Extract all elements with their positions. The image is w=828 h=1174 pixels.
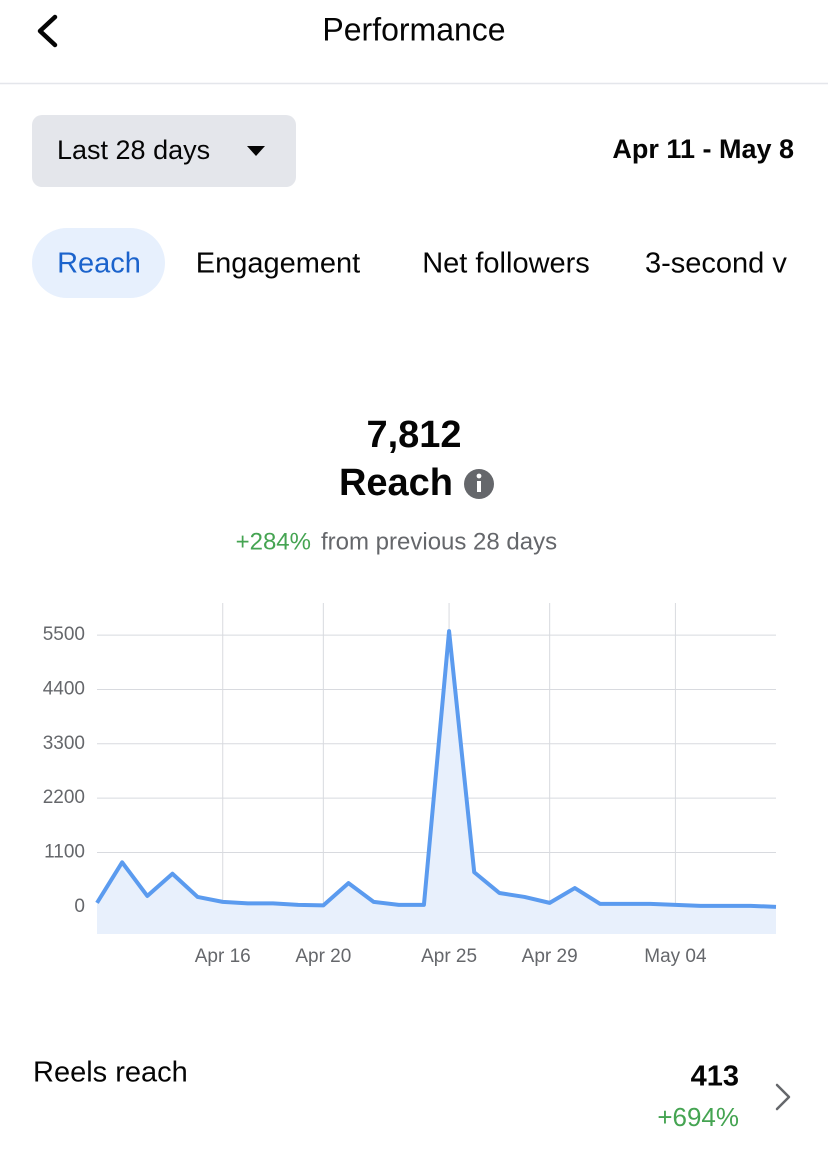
y-tick-label: 4400 xyxy=(43,678,85,699)
dropdown-label: Last 28 days xyxy=(57,135,210,165)
page-title: Performance xyxy=(322,11,505,47)
summary-change: +284% xyxy=(236,528,311,555)
tab[interactable]: Net followers xyxy=(422,248,590,280)
x-tick-label: Apr 29 xyxy=(522,946,578,967)
x-tick-label: Apr 16 xyxy=(195,946,251,967)
metric-change: +694% xyxy=(657,1102,739,1132)
summary-change-note: from previous 28 days xyxy=(321,528,557,555)
summary-value: 7,812 xyxy=(366,414,461,456)
line xyxy=(95,629,777,909)
x-tick-label: Apr 25 xyxy=(421,946,477,967)
chart: 0 1100 2200 3300 4400 5500 Apr 16 Apr 20 Apr 25 A… xyxy=(43,603,777,967)
y-tick-label: 5500 xyxy=(43,624,85,645)
summary-label: Reach xyxy=(339,462,453,504)
period-dropdown[interactable]: Last 28 days xyxy=(32,115,296,187)
metric-label: Reels reach xyxy=(33,1057,188,1089)
info-stem xyxy=(477,481,481,492)
y-tick-label: 0 xyxy=(74,896,85,917)
tab[interactable]: 3-second v xyxy=(645,248,787,280)
active-tab-bg xyxy=(32,228,165,298)
tab[interactable]: Engagement xyxy=(196,248,360,280)
info-icon[interactable] xyxy=(464,469,494,499)
dropdown-caret xyxy=(247,146,265,156)
date-range: Apr 11 - May 8 xyxy=(612,134,794,164)
x-tick-label: May 04 xyxy=(644,946,707,967)
y-tick-label: 1100 xyxy=(44,842,85,863)
metric-value: 413 xyxy=(691,1061,739,1093)
y-tick-label: 3300 xyxy=(43,733,85,754)
info-dot xyxy=(476,473,482,479)
back-button[interactable] xyxy=(37,14,58,48)
tab[interactable]: Reach xyxy=(57,248,141,280)
x-tick-label: Apr 20 xyxy=(295,946,351,967)
dropdown-bg xyxy=(32,115,296,187)
metric-chevron[interactable] xyxy=(775,1083,791,1111)
y-tick-label: 2200 xyxy=(43,787,85,808)
